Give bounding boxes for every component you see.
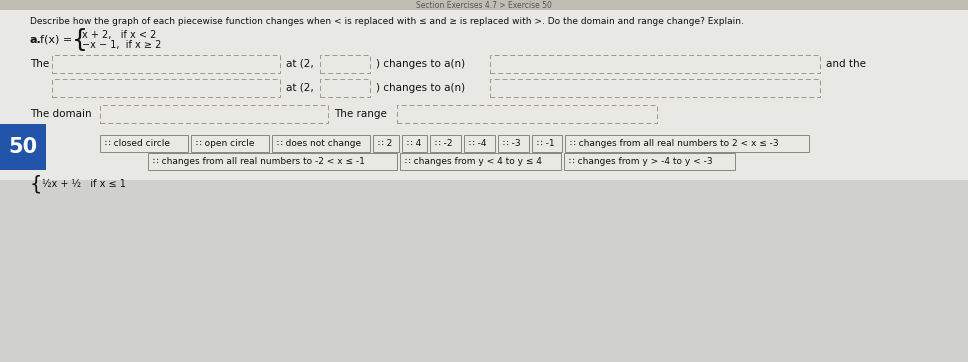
Bar bbox=[52, 79, 280, 97]
Text: ∷ 4: ∷ 4 bbox=[407, 139, 421, 148]
Bar bbox=[100, 135, 188, 152]
Text: ∷ changes from y > -4 to y < -3: ∷ changes from y > -4 to y < -3 bbox=[569, 157, 712, 167]
Text: Describe how the graph of each piecewise function changes when < is replaced wit: Describe how the graph of each piecewise… bbox=[30, 17, 743, 25]
Bar bbox=[397, 105, 657, 123]
Text: The domain: The domain bbox=[30, 109, 92, 119]
Text: ∷ changes from all real numbers to -2 < x ≤ -1: ∷ changes from all real numbers to -2 < … bbox=[153, 157, 365, 167]
Text: ∷ changes from all real numbers to 2 < x ≤ -3: ∷ changes from all real numbers to 2 < x… bbox=[570, 139, 779, 148]
Bar bbox=[52, 55, 280, 73]
Text: {: { bbox=[30, 174, 43, 194]
Text: ∷ changes from y < 4 to y ≤ 4: ∷ changes from y < 4 to y ≤ 4 bbox=[406, 157, 542, 167]
Bar bbox=[0, 124, 46, 170]
Bar bbox=[564, 153, 736, 170]
Text: at (2,: at (2, bbox=[286, 83, 314, 93]
Text: at (2,: at (2, bbox=[286, 59, 314, 69]
Text: ∷ closed circle: ∷ closed circle bbox=[105, 139, 170, 148]
Text: ∷ -2: ∷ -2 bbox=[436, 139, 453, 148]
Bar bbox=[430, 135, 461, 152]
Text: ) changes to a(n): ) changes to a(n) bbox=[376, 83, 466, 93]
Text: ½x + ½   if x ≤ 1: ½x + ½ if x ≤ 1 bbox=[42, 179, 126, 189]
Text: ) changes to a(n): ) changes to a(n) bbox=[376, 59, 466, 69]
Text: 50: 50 bbox=[9, 137, 38, 157]
Text: x + 2,   if x < 2: x + 2, if x < 2 bbox=[82, 30, 157, 40]
Bar bbox=[0, 180, 968, 362]
Text: {: { bbox=[72, 28, 88, 52]
Bar bbox=[402, 135, 427, 152]
Bar bbox=[490, 55, 820, 73]
Bar bbox=[498, 135, 529, 152]
Text: ∷ -1: ∷ -1 bbox=[536, 139, 555, 148]
Bar bbox=[400, 153, 561, 170]
Bar bbox=[148, 153, 397, 170]
Bar bbox=[320, 79, 370, 97]
Bar bbox=[191, 135, 268, 152]
Bar bbox=[373, 135, 399, 152]
Text: ∷ -3: ∷ -3 bbox=[502, 139, 521, 148]
Bar bbox=[320, 55, 370, 73]
Text: a.: a. bbox=[30, 35, 42, 45]
Bar bbox=[272, 135, 370, 152]
Text: The: The bbox=[30, 59, 49, 69]
Text: and the: and the bbox=[826, 59, 866, 69]
Bar bbox=[464, 135, 495, 152]
Bar bbox=[531, 135, 562, 152]
Text: ∷ -4: ∷ -4 bbox=[469, 139, 487, 148]
Text: −x − 1,  if x ≥ 2: −x − 1, if x ≥ 2 bbox=[82, 40, 162, 50]
Text: Section Exercises 4.7 > Exercise 50: Section Exercises 4.7 > Exercise 50 bbox=[416, 0, 552, 9]
Bar bbox=[490, 79, 820, 97]
Text: The range: The range bbox=[334, 109, 387, 119]
Bar bbox=[0, 0, 968, 10]
Text: ∷ open circle: ∷ open circle bbox=[196, 139, 255, 148]
Text: ∷ 2: ∷ 2 bbox=[378, 139, 392, 148]
Bar bbox=[565, 135, 809, 152]
Text: ∷ does not change: ∷ does not change bbox=[277, 139, 361, 148]
Bar bbox=[100, 105, 328, 123]
Text: f(x) =: f(x) = bbox=[40, 35, 73, 45]
